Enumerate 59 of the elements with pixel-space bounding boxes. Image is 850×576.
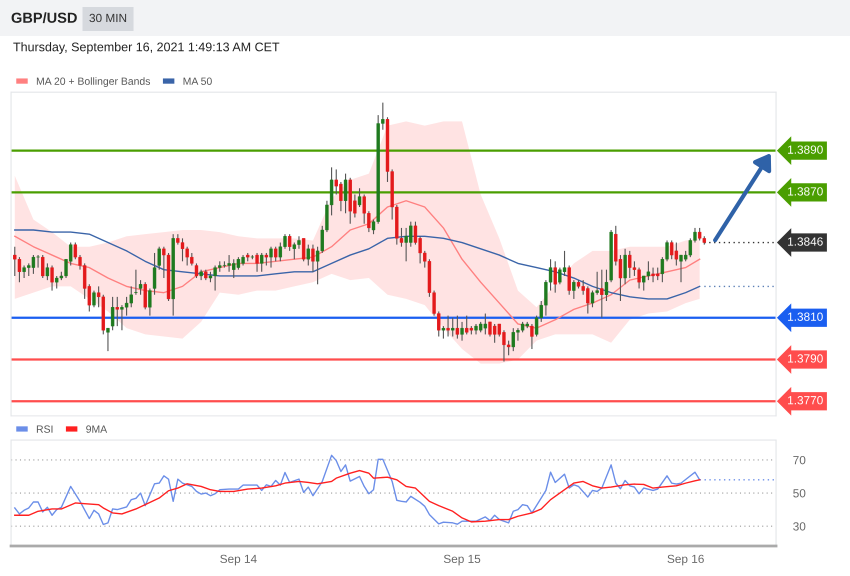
candlestick <box>46 262 50 281</box>
candlestick <box>306 244 310 266</box>
candlestick <box>148 288 152 316</box>
candlestick <box>554 260 557 294</box>
ref-line-label: 1.3770 <box>788 396 823 404</box>
legend-label: MA 50 <box>184 78 212 85</box>
candlestick <box>604 269 608 302</box>
candlestick <box>134 269 138 296</box>
y-tick-label: 70 <box>793 456 806 464</box>
candlestick <box>623 248 627 285</box>
candlestick <box>456 315 460 340</box>
candlestick <box>50 264 54 292</box>
candlestick <box>116 296 119 327</box>
candlestick <box>199 269 203 281</box>
candlestick <box>460 321 464 342</box>
line-series <box>14 470 700 523</box>
ref-line-label: 1.3870 <box>788 187 823 196</box>
candlestick <box>106 328 110 352</box>
candlestick <box>260 252 264 272</box>
x-tick-label: Sep 15 <box>444 554 480 566</box>
legend-label: MA 20 + Bollinger Bands <box>36 77 150 87</box>
candlestick <box>442 326 446 340</box>
candlestick <box>446 315 450 338</box>
candlestick <box>144 282 147 310</box>
candlestick <box>264 252 268 266</box>
candlestick <box>92 290 96 308</box>
candlestick <box>204 269 208 281</box>
candlestick <box>274 246 278 262</box>
x-tick-label: Sep 16 <box>667 554 704 566</box>
candlestick <box>530 323 534 350</box>
ref-line-label: 1.3810 <box>788 312 823 321</box>
chart-title: GBP/USD <box>12 12 77 24</box>
candlestick <box>288 234 292 252</box>
y-tick-label: 30 <box>793 522 806 531</box>
candlestick <box>255 252 259 272</box>
candlestick <box>572 280 576 300</box>
ref-line-label: 1.3890 <box>788 145 823 154</box>
candlestick <box>600 269 604 318</box>
legend-label: RSI <box>36 425 52 433</box>
x-tick-label: Sep 14 <box>220 554 257 566</box>
ref-line-label: 1.3790 <box>788 354 823 363</box>
y-tick-label: 50 <box>793 489 806 498</box>
candlestick <box>302 238 306 262</box>
chart-subtitle: Thursday, September 16, 2021 1:49:13 AM CET <box>13 42 280 54</box>
candlestick <box>152 252 156 296</box>
legend-label: 9MA <box>86 425 108 433</box>
candlestick <box>311 244 315 272</box>
candlestick <box>451 317 454 338</box>
candlestick <box>269 246 273 268</box>
candlestick <box>358 188 362 208</box>
ref-line-label: 1.3846 <box>788 237 823 246</box>
candlestick <box>158 246 161 270</box>
candlestick <box>138 280 142 296</box>
text: 30 MIN <box>89 14 126 22</box>
candlestick <box>41 254 44 279</box>
candlestick <box>567 264 571 296</box>
candlestick <box>194 262 198 279</box>
candlestick <box>110 296 114 331</box>
candlestick <box>344 173 348 214</box>
